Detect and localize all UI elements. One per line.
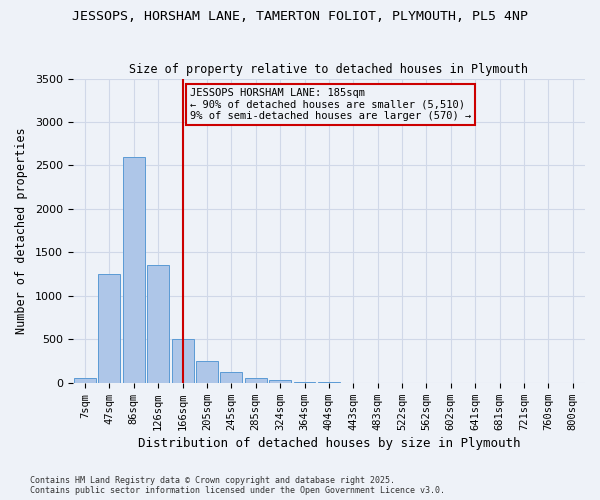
Bar <box>147 266 169 383</box>
X-axis label: Distribution of detached houses by size in Plymouth: Distribution of detached houses by size … <box>137 437 520 450</box>
Bar <box>172 340 194 383</box>
Bar <box>74 378 96 383</box>
Bar <box>98 274 121 383</box>
Bar <box>245 378 266 383</box>
Bar <box>123 157 145 383</box>
Title: Size of property relative to detached houses in Plymouth: Size of property relative to detached ho… <box>130 63 529 76</box>
Bar <box>220 372 242 383</box>
Bar <box>293 382 316 383</box>
Text: Contains HM Land Registry data © Crown copyright and database right 2025.
Contai: Contains HM Land Registry data © Crown c… <box>30 476 445 495</box>
Y-axis label: Number of detached properties: Number of detached properties <box>15 128 28 334</box>
Bar <box>196 361 218 383</box>
Bar <box>269 380 291 383</box>
Text: JESSOPS HORSHAM LANE: 185sqm
← 90% of detached houses are smaller (5,510)
9% of : JESSOPS HORSHAM LANE: 185sqm ← 90% of de… <box>190 88 471 121</box>
Text: JESSOPS, HORSHAM LANE, TAMERTON FOLIOT, PLYMOUTH, PL5 4NP: JESSOPS, HORSHAM LANE, TAMERTON FOLIOT, … <box>72 10 528 23</box>
